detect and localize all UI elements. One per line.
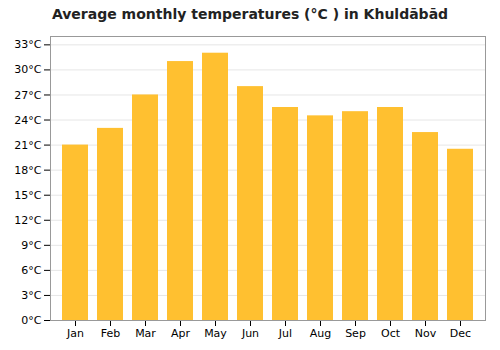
svg-text:30°C: 30°C bbox=[14, 63, 41, 76]
svg-text:Sep: Sep bbox=[345, 327, 366, 340]
svg-text:3°C: 3°C bbox=[21, 289, 41, 302]
svg-text:27°C: 27°C bbox=[14, 88, 41, 101]
svg-text:Jun: Jun bbox=[241, 327, 259, 340]
svg-text:9°C: 9°C bbox=[21, 239, 41, 252]
svg-text:Apr: Apr bbox=[171, 327, 191, 340]
svg-text:12°C: 12°C bbox=[14, 214, 41, 227]
svg-text:Dec: Dec bbox=[450, 327, 471, 340]
svg-text:0°C: 0°C bbox=[21, 314, 41, 327]
svg-text:Aug: Aug bbox=[310, 327, 331, 340]
svg-text:24°C: 24°C bbox=[14, 114, 41, 127]
svg-text:Jan: Jan bbox=[66, 327, 84, 340]
svg-text:21°C: 21°C bbox=[14, 139, 41, 152]
svg-text:33°C: 33°C bbox=[14, 38, 41, 51]
html-text:Average monthly temperatures (: Average monthly temperatures (°C ) in Kh… bbox=[51, 6, 449, 22]
svg-text:15°C: 15°C bbox=[14, 189, 41, 202]
svg-text:6°C: 6°C bbox=[21, 264, 41, 277]
svg-text:18°C: 18°C bbox=[14, 164, 41, 177]
svg-text:Mar: Mar bbox=[135, 327, 156, 340]
svg-text:Jul: Jul bbox=[278, 327, 292, 340]
svg-text:Nov: Nov bbox=[415, 327, 437, 340]
svg-text:Feb: Feb bbox=[101, 327, 120, 340]
svg-text:May: May bbox=[204, 327, 227, 340]
svg-text:Oct: Oct bbox=[381, 327, 401, 340]
